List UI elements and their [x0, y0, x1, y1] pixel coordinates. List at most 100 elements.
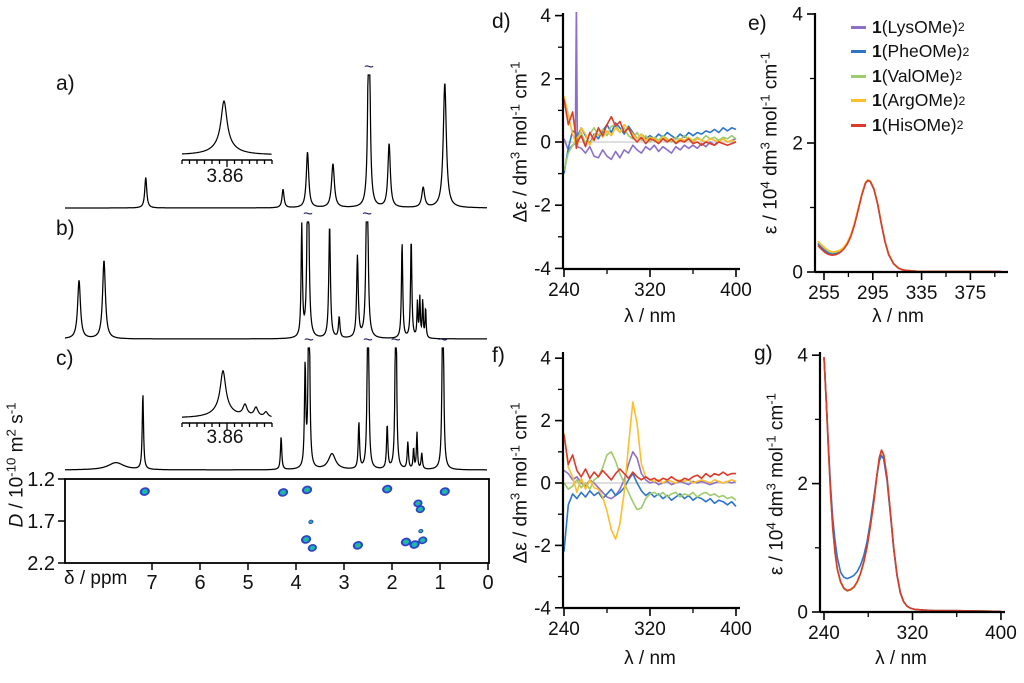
x-tick-label: 400 [985, 623, 1017, 644]
nmr-inset-c [181, 370, 273, 430]
panel-label-b: b) [56, 217, 75, 240]
dosy-peak [307, 544, 317, 552]
uv-g-y-axis-label: ε / 104 dm3 mol-1 cm-1 [763, 392, 788, 576]
cd-f-x-axis-label: λ / nm [624, 648, 676, 669]
legend-swatch-icon [851, 74, 866, 78]
series-line-green [823, 357, 1002, 613]
series-line-red [817, 179, 1001, 273]
dosy-y-tick-label: 1.7 [27, 511, 55, 533]
panel-label-e: e) [748, 12, 767, 35]
series-line-purple [563, 12, 737, 161]
truncation-tilde-mark: ~ [304, 330, 314, 349]
cd-f-y-axis-label: Δε / dm3 mol-1 cm-1 [507, 402, 532, 564]
legend-swatch-icon [851, 50, 866, 54]
y-tick-label: 4 [792, 5, 803, 26]
y-tick-label: 0 [540, 133, 551, 154]
series-line-green [563, 451, 737, 511]
y-tick-label: -4 [534, 259, 551, 280]
truncation-tilde-mark: ~ [364, 57, 374, 76]
series-line-yellow [817, 179, 1001, 273]
dosy-y-axis-label: D / 10-10 m2 s-1 [3, 402, 28, 528]
dosy-x-tick-label: 4 [290, 572, 301, 594]
dosy-x-tick-label: 0 [482, 572, 493, 594]
legend-swatch-icon [851, 123, 866, 127]
dosy-x-tick-label: 6 [194, 572, 205, 594]
cd-d-y-axis-label: Δε / dm3 mol-1 cm-1 [507, 61, 532, 223]
series-line-red [563, 99, 737, 150]
dosy-peak [439, 487, 450, 496]
panel-label-d: d) [492, 10, 511, 33]
series-line-yellow [563, 96, 737, 150]
y-tick-label: -2 [534, 196, 551, 217]
dosy-peak [413, 499, 423, 508]
dosy-x-tick-label: 1 [434, 572, 445, 594]
dosy-peak [300, 535, 312, 544]
dosy-peak [352, 541, 364, 550]
legend: 1 (LysOMe) 2 1 (PheOMe) 2 1 (ValOMe) 2 1 (ArgOMe) 2… [851, 15, 969, 138]
series-group [563, 12, 737, 174]
plot-panel-g: 0 2 4 240 320 400 [797, 346, 1016, 644]
series-line-green [817, 179, 1001, 273]
dosy-peak [418, 528, 424, 534]
cd-d-x-axis-label: λ / nm [624, 306, 676, 327]
series-group [817, 179, 1001, 273]
dosy-peak [418, 536, 428, 545]
dosy-x-tick-label: 7 [146, 572, 157, 594]
series-line-blue [823, 357, 1002, 613]
truncation-tilde-mark: ~ [391, 330, 401, 349]
dosy-x-axis-label: δ / ppm [64, 568, 128, 589]
nmr-a-inset-tick-label: 3.86 [206, 166, 244, 187]
dosy-peak [308, 519, 314, 524]
x-tick-label: 400 [720, 619, 752, 640]
truncation-tilde-mark: ~ [303, 204, 313, 223]
x-tick-label: 240 [808, 623, 840, 644]
y-tick-label: 0 [792, 263, 803, 284]
y-tick-label: 2 [792, 134, 803, 155]
dosy-y-tick-label: 1.2 [27, 469, 55, 491]
uv-e-y-axis-label: ε / 104 dm3 mol-1 cm-1 [757, 51, 782, 235]
x-tick-label: 240 [548, 280, 580, 301]
dosy-peak [277, 488, 289, 497]
panel-label-c: c) [56, 347, 74, 370]
dosy-y-tick-label: 2.2 [27, 553, 55, 575]
y-tick-label: 4 [797, 346, 808, 367]
x-tick-label: 295 [857, 283, 889, 304]
x-tick-label: 255 [808, 283, 840, 304]
dosy-peak [301, 485, 313, 495]
dosy-x-tick-label: 3 [338, 572, 349, 594]
series-line-red [823, 357, 1002, 613]
nmr-inset-a [181, 99, 273, 167]
series-line-blue [817, 179, 1001, 273]
uv-g-x-axis-label: λ / nm [875, 648, 927, 669]
nmr-spectrum-b: ~ ~ [65, 204, 487, 340]
panel-label-g: g) [754, 342, 773, 365]
series-line-purple [823, 357, 1002, 613]
plot-panel-e: 0 2 4 255 295 335 375 [792, 5, 1008, 304]
x-tick-label: 375 [955, 283, 987, 304]
dosy-peak [139, 487, 150, 496]
legend-swatch-icon [851, 99, 866, 103]
x-tick-label: 240 [548, 619, 580, 640]
series-line-yellow [823, 357, 1002, 613]
legend-item-argome: 1 (ArgOMe) 2 [851, 89, 969, 114]
y-tick-label: 4 [540, 6, 551, 27]
x-tick-label: 320 [897, 623, 929, 644]
dosy-x-tick-label: 2 [386, 572, 397, 594]
series-line-yellow [563, 401, 737, 540]
legend-item-lysome: 1 (LysOMe) 2 [851, 15, 969, 40]
series-group [563, 401, 737, 552]
dosy-peak [415, 505, 425, 514]
y-tick-label: -4 [534, 598, 551, 619]
y-tick-label: 0 [540, 474, 551, 495]
series-line-blue [563, 472, 737, 552]
legend-item-pheome: 1 (PheOMe) 2 [851, 40, 969, 65]
truncation-tilde-mark: ~ [362, 204, 372, 223]
dosy-x-tick-label: 5 [242, 572, 253, 594]
series-line-purple [817, 179, 1001, 273]
y-tick-label: 0 [797, 603, 808, 624]
y-tick-label: -2 [534, 536, 551, 557]
